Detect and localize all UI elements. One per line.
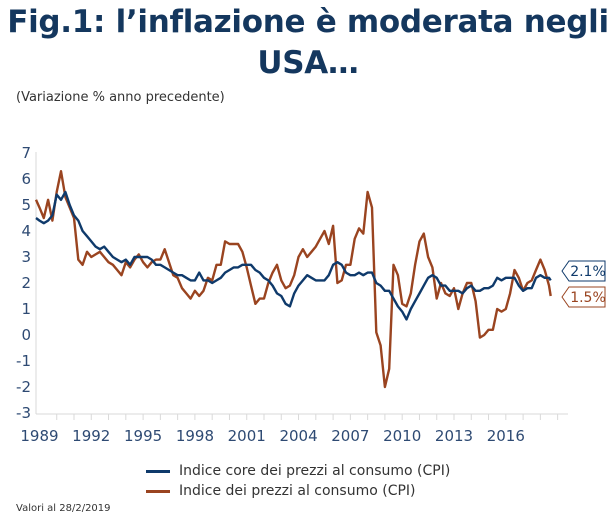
series-group [34, 170, 552, 389]
x-tick-label: 2016 [487, 427, 525, 445]
x-tick-label: 1998 [176, 427, 214, 445]
y-tick-label: -2 [16, 378, 31, 396]
y-tick-label: 6 [21, 170, 31, 188]
legend-swatch-core [146, 469, 170, 473]
x-tick-label: 1992 [72, 427, 110, 445]
y-tick-label: 5 [21, 196, 31, 214]
legend: Indice core dei prezzi al consumo (CPI) … [146, 461, 450, 501]
footnote: Valori al 28/2/2019 [16, 503, 111, 514]
x-tick-label: 1989 [20, 427, 58, 445]
end-value-callouts: 2.1% 1.5% [561, 260, 606, 308]
callout-value: 2.1% [570, 264, 606, 280]
legend-item-core: Indice core dei prezzi al consumo (CPI) [146, 461, 450, 481]
chart-subtitle: (Variazione % anno precedente) [16, 90, 225, 105]
y-tick-label: 3 [21, 248, 31, 266]
y-tick-label: 1 [21, 300, 31, 318]
y-tick-label: 2 [21, 274, 31, 292]
y-tick-label: -3 [16, 404, 31, 422]
y-tick-label: 4 [21, 222, 31, 240]
x-tick-label: 1995 [124, 427, 162, 445]
x-tick-label: 2001 [228, 427, 266, 445]
x-tick-label: 2010 [383, 427, 421, 445]
callout-core: 2.1% [561, 260, 606, 282]
y-tick-labels: 7 6 5 4 3 2 1 0 -1 -2 -3 [16, 144, 31, 422]
callout-box [561, 260, 606, 282]
x-tick-label: 2013 [435, 427, 473, 445]
y-tick-label: -1 [16, 352, 31, 370]
callout-value: 1.5% [570, 290, 606, 306]
x-tick-labels: 1989 1992 1995 1998 2001 2004 2007 2010 2013 2016 [20, 427, 525, 445]
chart-title: Fig.1: l’inflazione è moderata negli USA… [7, 4, 609, 81]
legend-label-cpi: Indice dei prezzi al consumo (CPI) [179, 483, 416, 499]
callout-cpi: 1.5% [561, 286, 606, 308]
y-tick-label: 0 [21, 326, 31, 344]
x-tick-marks [56, 414, 559, 420]
legend-item-cpi: Indice dei prezzi al consumo (CPI) [146, 481, 450, 501]
x-tick-label: 2004 [279, 427, 317, 445]
legend-label-core: Indice core dei prezzi al consumo (CPI) [179, 463, 451, 479]
series-line-core-cpi [35, 190, 552, 321]
x-tick-label: 2007 [331, 427, 369, 445]
series-line-cpi [34, 170, 552, 389]
y-tick-label: 7 [21, 144, 31, 162]
legend-swatch-cpi [146, 489, 170, 493]
callout-box [561, 286, 606, 308]
